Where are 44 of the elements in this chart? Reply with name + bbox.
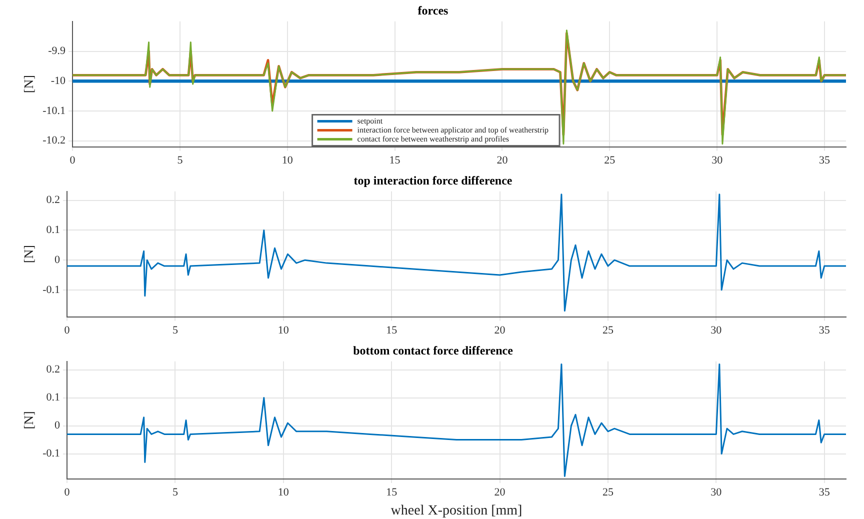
legend-label: setpoint: [357, 116, 384, 126]
x-tick-label: 5: [172, 324, 178, 336]
chart-title: top interaction force difference: [354, 173, 513, 188]
chart-title: forces: [418, 3, 449, 18]
chart-title: bottom contact force difference: [353, 343, 514, 358]
x-tick-label: 35: [818, 324, 830, 336]
x-tick-label: 30: [712, 154, 724, 166]
x-tick-label: 10: [278, 486, 290, 498]
y-tick-label: 0.1: [46, 224, 60, 236]
x-tick-label: 35: [819, 154, 831, 166]
x-tick-label: 10: [282, 154, 294, 166]
x-tick-label: 20: [494, 486, 506, 498]
x-tick-label: 30: [710, 324, 722, 336]
x-tick-label: 20: [496, 154, 508, 166]
y-axis-title: [N]: [21, 245, 36, 264]
y-tick-label: -10.1: [42, 104, 66, 117]
legend-label: contact force between weatherstrip and profiles: [357, 134, 510, 144]
x-tick-label: 15: [389, 154, 401, 166]
x-tick-label: 15: [386, 324, 398, 336]
x-tick-label: 30: [710, 486, 722, 498]
y-tick-label: 0: [54, 254, 61, 266]
x-tick-label: 25: [602, 324, 614, 336]
y-tick-label: -9.9: [48, 45, 66, 58]
x-tick-label: 25: [602, 486, 614, 498]
x-tick-label: 0: [70, 154, 76, 166]
x-tick-label: 25: [604, 154, 616, 166]
x-tick-label: 20: [494, 324, 506, 336]
x-tick-label: 35: [818, 486, 830, 498]
y-tick-label: -0.1: [42, 448, 60, 460]
y-axis-title: [N]: [21, 411, 36, 430]
x-tick-label: 10: [278, 324, 290, 336]
y-tick-label: -10.2: [42, 134, 66, 147]
y-tick-label: -0.1: [42, 284, 60, 296]
y-tick-label: 0.2: [46, 194, 60, 206]
x-tick-label: 5: [172, 486, 178, 498]
x-tick-label: 5: [177, 154, 184, 166]
y-axis-title: [N]: [21, 75, 36, 94]
x-tick-label: 15: [386, 486, 398, 498]
legend-label: interaction force between applicator and top of weatherstrip: [357, 125, 549, 134]
y-tick-label: 0: [54, 420, 61, 432]
y-tick-label: 0.2: [46, 364, 60, 376]
y-tick-label: -10: [50, 75, 66, 88]
y-tick-label: 0.1: [46, 392, 60, 404]
x-axis-title: wheel X-position [mm]: [390, 503, 522, 518]
